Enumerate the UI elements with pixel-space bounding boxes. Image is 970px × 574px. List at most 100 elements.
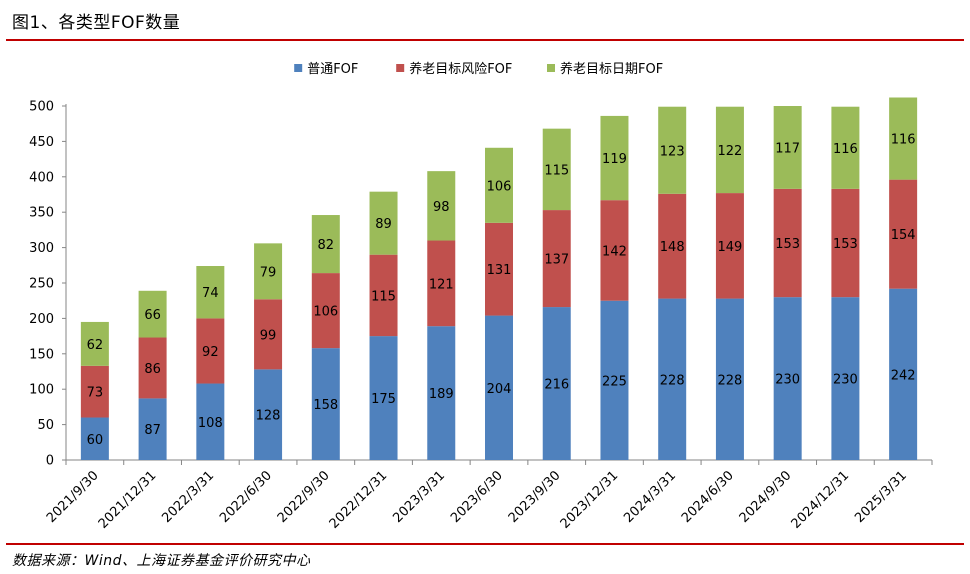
bar-segment [369, 336, 398, 460]
data-label: 115 [544, 163, 569, 178]
bar-segment [196, 383, 225, 460]
data-label: 228 [718, 373, 743, 388]
x-tick-label: 2023/6/30 [448, 468, 506, 526]
legend-label: 养老目标日期FOF [560, 61, 663, 77]
bar-segment [427, 326, 456, 460]
y-tick-label: 500 [29, 100, 54, 115]
data-label: 106 [313, 305, 338, 320]
y-tick-label: 400 [29, 170, 54, 185]
data-label: 149 [718, 240, 743, 255]
chart-axes: 0 50 100 150 200 250 300 350 400 450 500 [29, 100, 933, 469]
x-tick-label: 2022/3/31 [159, 468, 217, 526]
data-label: 204 [487, 382, 512, 397]
data-label: 121 [429, 277, 454, 292]
y-tick-label: 50 [37, 418, 54, 433]
data-label: 89 [375, 217, 392, 232]
data-label: 148 [660, 240, 685, 255]
bar-segment [542, 307, 571, 460]
data-label: 108 [198, 416, 223, 431]
y-tick-label: 250 [29, 277, 54, 292]
data-label: 122 [718, 144, 743, 159]
bar-segment [773, 297, 802, 460]
data-label: 153 [833, 237, 858, 252]
data-source-note: 数据来源：Wind、上海证券基金评价研究中心 [12, 553, 311, 569]
bar-segment [485, 315, 513, 460]
bar-segment [311, 273, 340, 349]
bar-segment [658, 298, 687, 460]
bottom-divider [6, 543, 964, 545]
data-label: 158 [313, 398, 338, 413]
legend-swatch [294, 64, 303, 72]
data-label: 189 [429, 387, 454, 402]
bar-segment [427, 171, 456, 241]
bar-segment [831, 188, 860, 298]
data-label: 137 [544, 253, 569, 268]
x-tick-label: 2021/9/30 [44, 468, 102, 526]
x-tick-label: 2021/12/31 [96, 468, 160, 532]
bar-segment [600, 300, 629, 460]
bar-segment [311, 215, 340, 274]
data-label: 117 [775, 141, 800, 156]
data-label: 87 [144, 423, 161, 438]
stacked-bar-chart: 普通FOF 养老目标风险FOF 养老目标日期FOF 0 50 100 150 200 250 3… [29, 61, 933, 532]
x-tick-label: 2025/3/31 [852, 468, 910, 526]
bar-segment [138, 337, 167, 399]
bar-segment [715, 106, 744, 194]
y-tick-label: 150 [29, 347, 54, 362]
x-tick-label: 2023/9/30 [506, 468, 564, 526]
bar-segment [254, 369, 283, 460]
data-label: 79 [260, 265, 277, 280]
data-label: 216 [544, 378, 569, 393]
bar-segment [80, 321, 109, 366]
bar-segment [138, 398, 167, 460]
bar-segment [369, 254, 398, 337]
x-tick-label: 2022/6/30 [217, 468, 275, 526]
bar-segment [542, 210, 571, 308]
data-label: 66 [144, 308, 161, 323]
data-label: 82 [318, 238, 335, 253]
y-tick-label: 350 [29, 206, 54, 221]
bar-segment [658, 106, 687, 194]
data-label: 119 [602, 152, 627, 167]
data-label: 62 [87, 338, 104, 353]
data-label: 99 [260, 328, 277, 343]
chart-bars: 60 73 62 87 86 66 108 92 74 128 99 79 158 106 82 175 115… [80, 97, 918, 460]
page-title: 图1、各类型FOF数量 [12, 13, 181, 33]
data-label: 73 [87, 386, 104, 401]
bar-segment [485, 222, 513, 316]
bar-segment [138, 290, 167, 338]
bar-segment [889, 97, 918, 180]
bar-segment [80, 365, 109, 418]
bar-segment [889, 179, 918, 289]
top-divider [6, 39, 964, 41]
data-label: 116 [833, 142, 858, 157]
bar-segment [773, 188, 802, 298]
x-tick-label: 2023/12/31 [558, 468, 622, 532]
bar-segment [715, 298, 744, 460]
data-label: 115 [371, 289, 396, 304]
x-tick-label: 2022/9/30 [275, 468, 333, 526]
bar-segment [369, 191, 398, 255]
x-tick-label: 2023/3/31 [390, 468, 448, 526]
y-tick-label: 0 [46, 454, 54, 469]
y-tick-label: 450 [29, 135, 54, 150]
bar-segment [427, 240, 456, 327]
x-tick-label: 2024/3/31 [621, 468, 679, 526]
bar-segment [600, 115, 629, 201]
data-label: 154 [891, 228, 916, 243]
bar-segment [485, 147, 513, 223]
bar-segment [254, 299, 283, 370]
x-tick-label: 2024/9/30 [737, 468, 795, 526]
bar-segment [773, 106, 802, 189]
legend-swatch [547, 64, 555, 72]
data-label: 92 [202, 345, 219, 360]
y-tick-label: 300 [29, 241, 54, 256]
x-tick-label: 2024/6/30 [679, 468, 737, 526]
data-label: 225 [602, 374, 627, 389]
legend-label: 养老目标风险FOF [409, 61, 512, 77]
data-label: 116 [891, 133, 916, 148]
bar-segment [715, 193, 744, 299]
bar-segment [196, 266, 225, 319]
bar-segment [658, 193, 687, 299]
